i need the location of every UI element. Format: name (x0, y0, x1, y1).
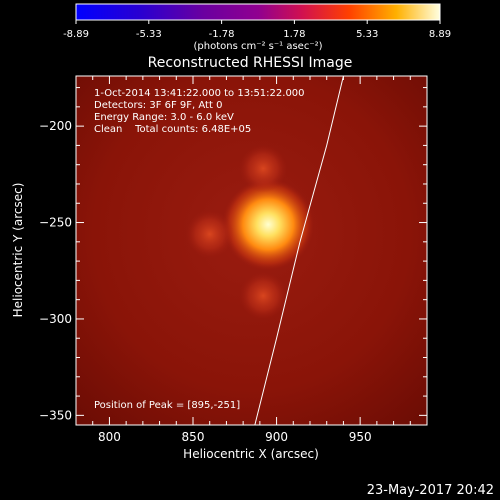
y-tick-label: −350 (39, 408, 72, 422)
annotation-time-range: 1-Oct-2014 13:41:22.000 to 13:51:22.000 (94, 88, 305, 99)
colorbar-tick-label: 1.78 (283, 29, 305, 40)
colorbar-tick-label: 8.89 (429, 29, 451, 40)
y-tick-label: −250 (39, 216, 72, 230)
colorbar-unit-label: (photons cm⁻² s⁻¹ asec⁻²) (193, 41, 322, 52)
x-tick-label: 850 (182, 430, 205, 444)
axis-layer: 800 850 900 950 −200 −250 −300 −350 (39, 76, 427, 444)
secondary-source (239, 144, 288, 193)
y-tick-label: −200 (39, 119, 72, 133)
y-axis-label: Heliocentric Y (arcsec) (11, 183, 25, 318)
secondary-source (239, 271, 288, 320)
chart-title: Reconstructed RHESSI Image (148, 55, 353, 71)
image-plot (76, 76, 427, 425)
colorbar-tick-label: -5.33 (136, 29, 162, 40)
colorbar-tick-label: -8.89 (63, 29, 89, 40)
secondary-source (185, 210, 234, 259)
solar-limb-curve (254, 76, 344, 425)
annotation-detectors: Detectors: 3F 6F 9F, Att 0 (94, 100, 222, 111)
annotation-total-counts: Clean Total counts: 6.48E+05 (94, 124, 251, 135)
colorbar (75, 3, 441, 21)
annotation-peak-position: Position of Peak = [895,-251] (94, 400, 240, 411)
colorbar-tick-label: 5.33 (356, 29, 378, 40)
colorbar-tick-label: -1.78 (209, 29, 235, 40)
y-tick-label: −300 (39, 312, 72, 326)
annotation-energy-range: Energy Range: 3.0 - 6.0 keV (94, 112, 234, 123)
source-layer (185, 144, 315, 320)
x-tick-label: 950 (349, 430, 372, 444)
colorbar-ticks (75, 20, 441, 24)
footer-timestamp: 23-May-2017 20:42 (367, 483, 494, 498)
x-axis-label: Heliocentric X (arcsec) (183, 447, 319, 461)
x-tick-label: 900 (265, 430, 288, 444)
x-tick-label: 800 (98, 430, 121, 444)
plot-frame (75, 75, 428, 426)
peak-source (222, 178, 315, 271)
